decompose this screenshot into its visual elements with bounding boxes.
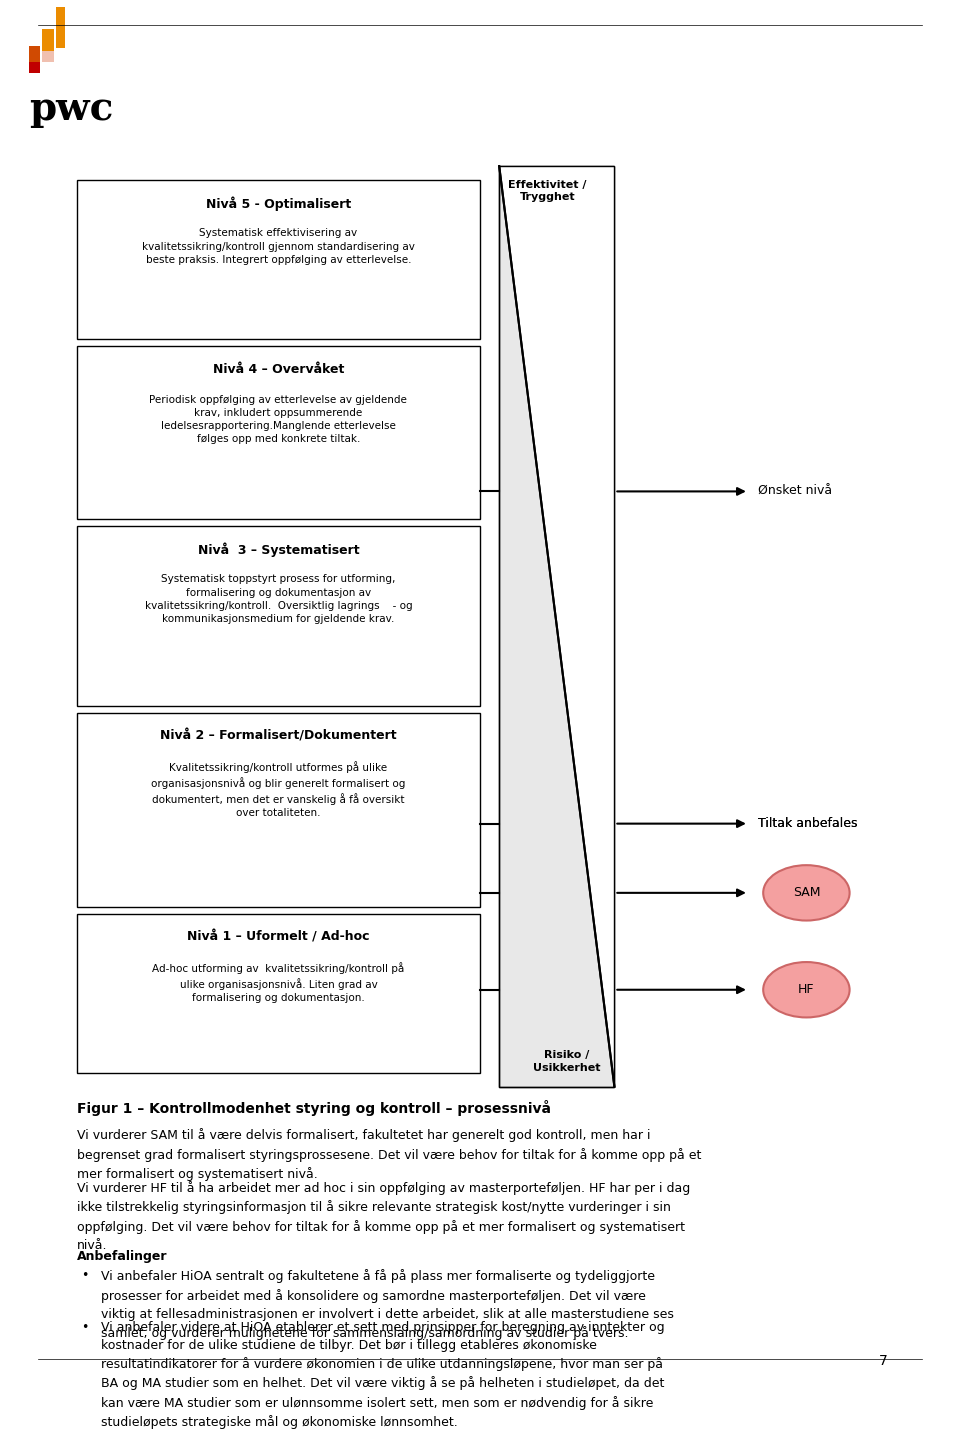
- Text: Tiltak anbefales: Tiltak anbefales: [758, 818, 858, 831]
- FancyBboxPatch shape: [29, 62, 40, 74]
- FancyBboxPatch shape: [77, 346, 480, 519]
- FancyBboxPatch shape: [77, 712, 480, 907]
- Text: Vi anbefaler HiOA sentralt og fakultetene å få på plass mer formaliserte og tyde: Vi anbefaler HiOA sentralt og fakulteten…: [101, 1269, 674, 1340]
- Text: 7: 7: [878, 1354, 888, 1367]
- FancyBboxPatch shape: [77, 526, 480, 707]
- Text: Nivå 4 – Overvåket: Nivå 4 – Overvåket: [213, 363, 344, 376]
- Text: Systematisk effektivisering av
kvalitetssikring/kontroll gjennom standardisering: Systematisk effektivisering av kvalitets…: [142, 228, 415, 265]
- FancyBboxPatch shape: [29, 46, 40, 62]
- Text: •: •: [82, 1321, 89, 1334]
- Text: Anbefalinger: Anbefalinger: [77, 1250, 167, 1263]
- Text: Vi vurderer SAM til å være delvis formalisert, fakultetet har generelt god kontr: Vi vurderer SAM til å være delvis formal…: [77, 1128, 701, 1181]
- Text: Vi vurderer HF til å ha arbeidet mer ad hoc i sin oppfølging av masterportefølje: Vi vurderer HF til å ha arbeidet mer ad …: [77, 1181, 690, 1252]
- Text: Ønsket nivå: Ønsket nivå: [758, 485, 832, 497]
- Text: Systematisk toppstyrt prosess for utforming,
formalisering og dokumentasjon av
k: Systematisk toppstyrt prosess for utform…: [145, 574, 412, 624]
- Text: pwc: pwc: [29, 89, 113, 128]
- Text: Effektivitet /
Trygghet: Effektivitet / Trygghet: [508, 180, 587, 202]
- FancyBboxPatch shape: [42, 52, 54, 62]
- Text: Nivå  3 – Systematisert: Nivå 3 – Systematisert: [198, 542, 359, 557]
- Text: SAM: SAM: [793, 887, 820, 900]
- Text: Figur 1 – Kontrollmodenhet styring og kontroll – prosessnivå: Figur 1 – Kontrollmodenhet styring og ko…: [77, 1100, 551, 1116]
- FancyBboxPatch shape: [77, 914, 480, 1073]
- FancyBboxPatch shape: [42, 29, 54, 56]
- Ellipse shape: [763, 962, 850, 1018]
- Text: Risiko /
Usikkerhet: Risiko / Usikkerhet: [533, 1050, 600, 1073]
- Text: Tiltak anbefales: Tiltak anbefales: [758, 818, 858, 831]
- Text: •: •: [82, 1269, 89, 1282]
- Polygon shape: [499, 166, 614, 1087]
- Text: Nivå 5 - Optimalisert: Nivå 5 - Optimalisert: [205, 196, 351, 211]
- Ellipse shape: [763, 865, 850, 920]
- Text: Periodisk oppfølging av etterlevelse av gjeldende
krav, inkludert oppsummerende
: Periodisk oppfølging av etterlevelse av …: [150, 395, 407, 444]
- Text: Nivå 2 – Formalisert/Dokumentert: Nivå 2 – Formalisert/Dokumentert: [160, 730, 396, 743]
- Text: Vi anbefaler videre at HiOA etablerer et sett med prinsipper for beregning av in: Vi anbefaler videre at HiOA etablerer et…: [101, 1321, 664, 1429]
- Text: Kvalitetssikring/kontroll utformes på ulike
organisasjonsnivå og blir generelt f: Kvalitetssikring/kontroll utformes på ul…: [152, 761, 405, 818]
- FancyBboxPatch shape: [56, 7, 65, 49]
- Text: HF: HF: [798, 983, 815, 996]
- FancyBboxPatch shape: [77, 180, 480, 339]
- Text: Ad-hoc utforming av  kvalitetssikring/kontroll på
ulike organisasjonsnivå. Liten: Ad-hoc utforming av kvalitetssikring/kon…: [153, 962, 404, 1004]
- Text: Nivå 1 – Uformelt / Ad-hoc: Nivå 1 – Uformelt / Ad-hoc: [187, 930, 370, 943]
- FancyBboxPatch shape: [499, 166, 614, 1087]
